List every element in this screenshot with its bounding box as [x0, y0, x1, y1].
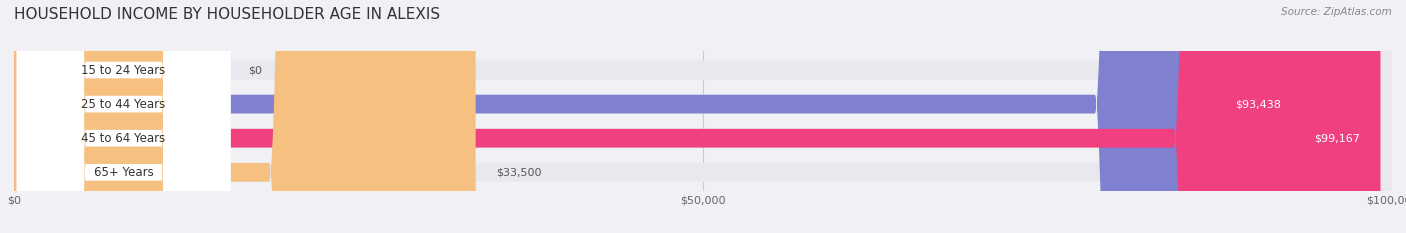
FancyBboxPatch shape: [14, 0, 475, 233]
Text: 25 to 44 Years: 25 to 44 Years: [82, 98, 166, 111]
FancyBboxPatch shape: [14, 0, 1392, 233]
Text: $93,438: $93,438: [1234, 99, 1281, 109]
FancyBboxPatch shape: [14, 0, 1392, 233]
FancyBboxPatch shape: [14, 0, 1302, 233]
Text: 15 to 24 Years: 15 to 24 Years: [82, 64, 166, 76]
Text: 65+ Years: 65+ Years: [94, 166, 153, 179]
Text: $99,167: $99,167: [1315, 133, 1360, 143]
FancyBboxPatch shape: [14, 0, 1392, 233]
FancyBboxPatch shape: [14, 0, 1392, 233]
Text: $0: $0: [249, 65, 263, 75]
FancyBboxPatch shape: [17, 0, 231, 233]
FancyBboxPatch shape: [17, 0, 231, 233]
Text: Source: ZipAtlas.com: Source: ZipAtlas.com: [1281, 7, 1392, 17]
FancyBboxPatch shape: [14, 0, 1381, 233]
Text: 45 to 64 Years: 45 to 64 Years: [82, 132, 166, 145]
FancyBboxPatch shape: [17, 0, 231, 233]
Text: HOUSEHOLD INCOME BY HOUSEHOLDER AGE IN ALEXIS: HOUSEHOLD INCOME BY HOUSEHOLDER AGE IN A…: [14, 7, 440, 22]
Text: $33,500: $33,500: [496, 167, 541, 177]
FancyBboxPatch shape: [17, 0, 231, 233]
